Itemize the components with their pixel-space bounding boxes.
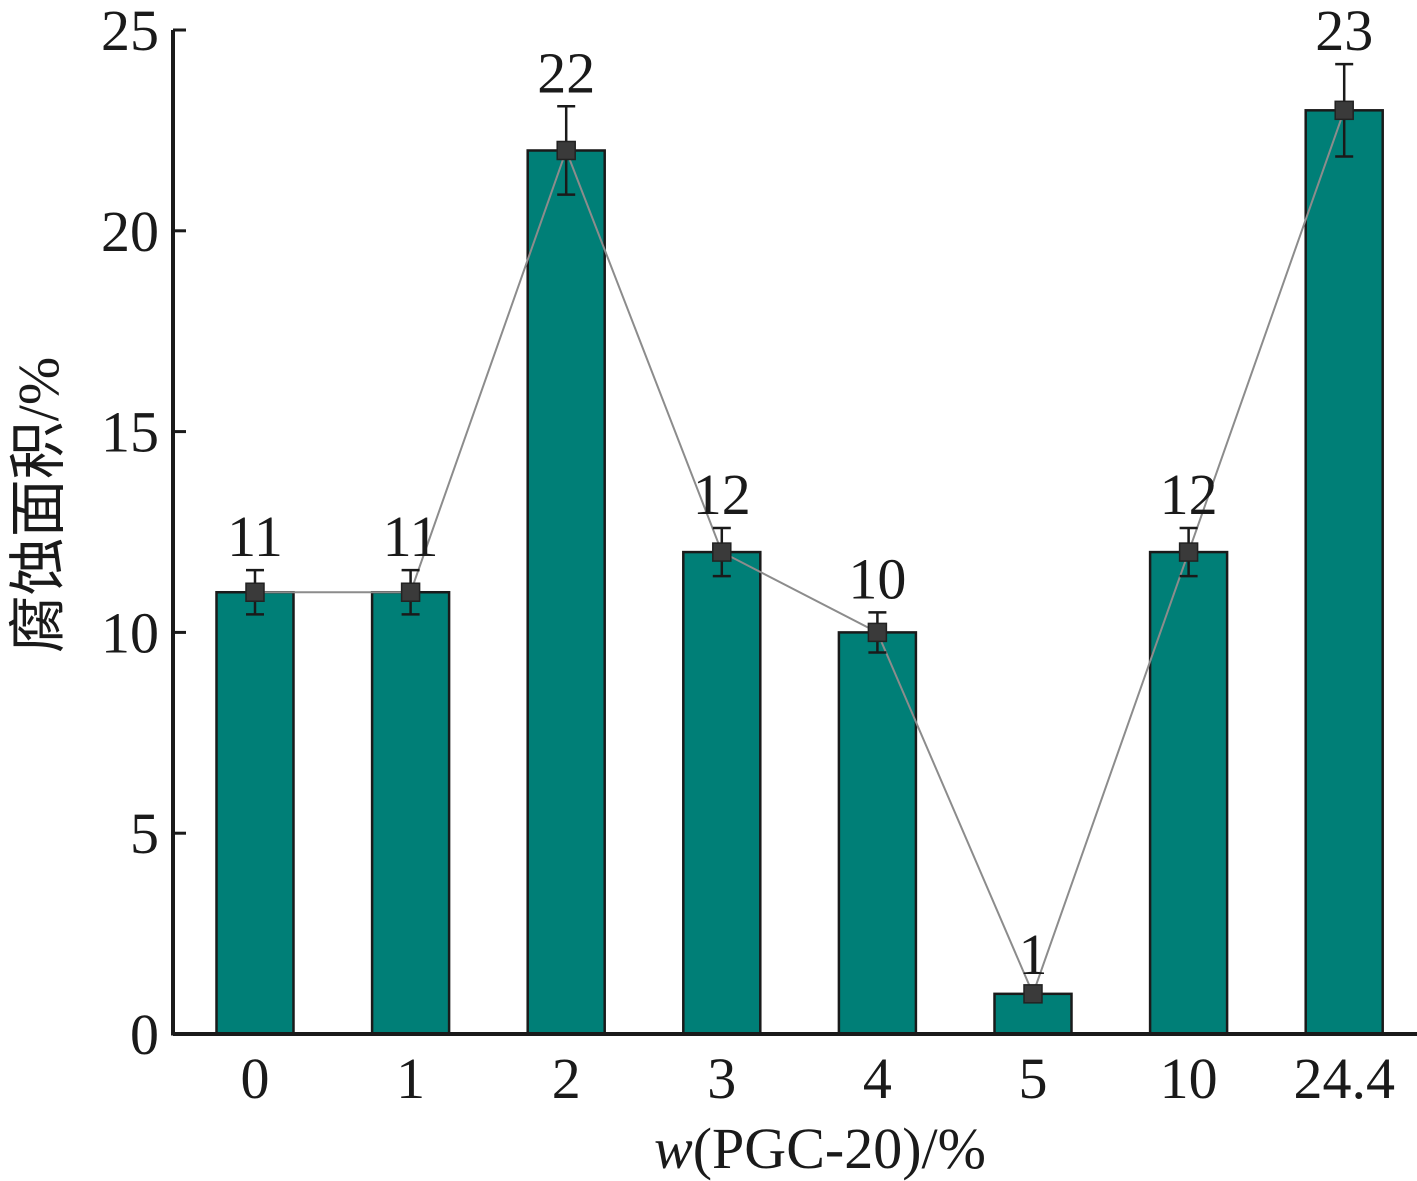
y-tick-label-15: 15 bbox=[101, 400, 159, 465]
data-label-24.4: 23 bbox=[1315, 0, 1373, 63]
marker-5 bbox=[1023, 984, 1043, 1004]
marker-2 bbox=[556, 140, 576, 161]
x-tick-label-10: 10 bbox=[1160, 1046, 1218, 1111]
data-label-1: 11 bbox=[383, 504, 439, 569]
y-tick-label-25: 25 bbox=[101, 0, 159, 63]
x-tick-label-1: 1 bbox=[396, 1046, 425, 1111]
bar-2 bbox=[526, 149, 606, 1036]
data-label-2: 22 bbox=[537, 40, 595, 105]
marker-24.4 bbox=[1334, 100, 1354, 121]
y-axis-title: 腐蚀面积/% bbox=[6, 357, 71, 653]
y-tick-label-0: 0 bbox=[130, 1002, 159, 1067]
bars-layer bbox=[215, 109, 1384, 1036]
bar-4 bbox=[837, 631, 918, 1036]
y-tick-label-20: 20 bbox=[101, 199, 159, 264]
marker-4 bbox=[867, 622, 888, 643]
bar-24.4 bbox=[1304, 109, 1384, 1036]
data-label-5: 1 bbox=[1019, 922, 1048, 987]
x-tick-label-2: 2 bbox=[552, 1046, 581, 1111]
data-label-10: 12 bbox=[1160, 462, 1218, 527]
marker-1 bbox=[400, 582, 421, 602]
marker-3 bbox=[712, 542, 732, 562]
y-tick-label-10: 10 bbox=[101, 600, 159, 665]
y-tick-label-5: 5 bbox=[130, 801, 159, 866]
bar-1 bbox=[370, 590, 451, 1036]
axes-layer bbox=[171, 28, 1417, 1036]
trend-line bbox=[255, 109, 1346, 997]
data-label-3: 12 bbox=[693, 462, 751, 527]
bar-3 bbox=[682, 550, 762, 1036]
x-tick-label-3: 3 bbox=[707, 1046, 736, 1111]
marker-0 bbox=[245, 582, 265, 602]
x-tick-label-5: 5 bbox=[1019, 1046, 1048, 1111]
data-label-0: 11 bbox=[227, 504, 283, 569]
x-axis-title: w(PGC-20)/% bbox=[654, 1116, 986, 1181]
line-layer bbox=[245, 62, 1354, 1004]
x-tick-label-24.4: 24.4 bbox=[1293, 1046, 1395, 1111]
x-axis-title-rest: (PGC-20)/% bbox=[693, 1116, 986, 1181]
data-label-4: 10 bbox=[848, 546, 906, 611]
x-tick-label-4: 4 bbox=[863, 1046, 892, 1111]
bar-10 bbox=[1148, 550, 1229, 1036]
bar-0 bbox=[215, 590, 295, 1036]
x-axis-title-italic: w bbox=[654, 1116, 693, 1181]
x-tick-label-0: 0 bbox=[241, 1046, 270, 1111]
marker-10 bbox=[1178, 542, 1199, 562]
